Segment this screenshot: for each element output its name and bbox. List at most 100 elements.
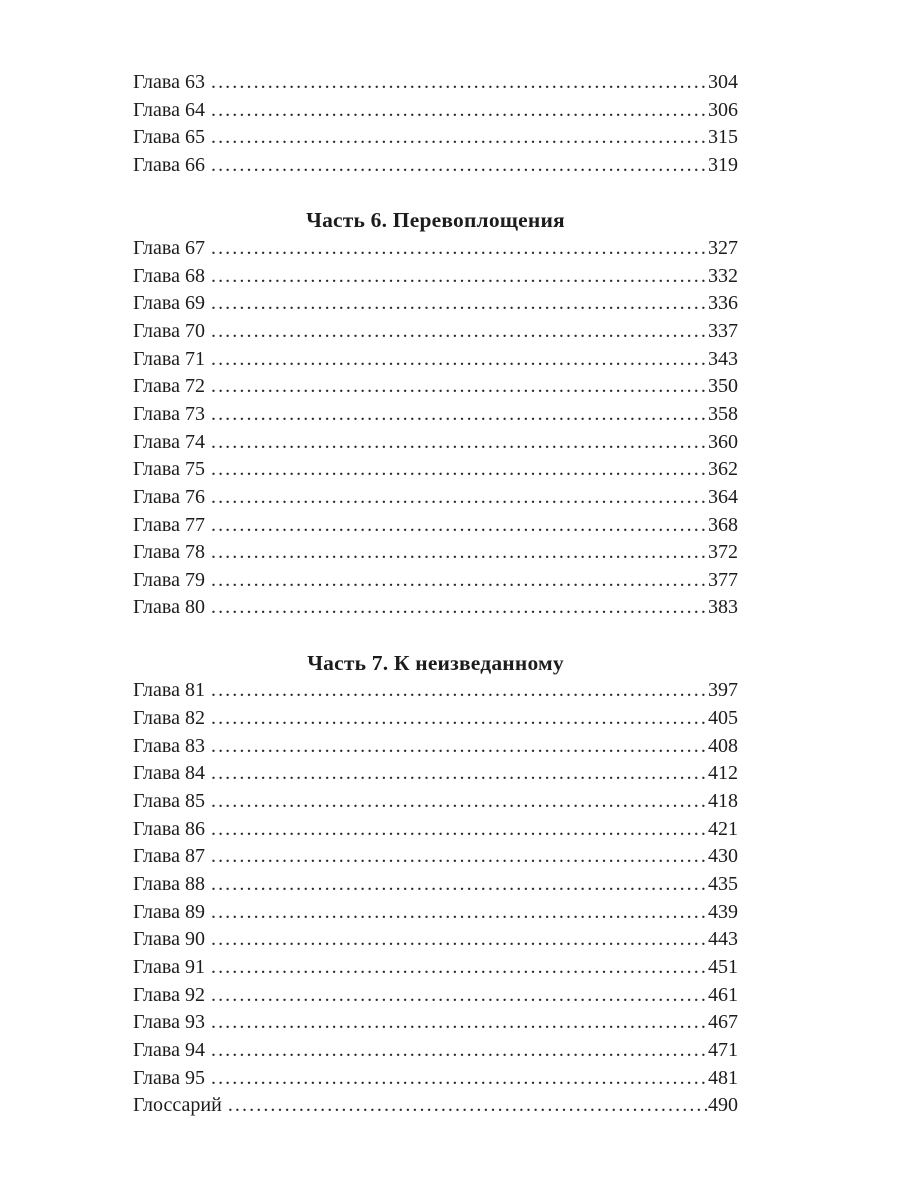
- toc-entry: Глава 77 368: [133, 512, 738, 540]
- chapter-label: Глава 65: [133, 126, 205, 149]
- chapter-label: Глава 82: [133, 707, 205, 730]
- chapter-label: Глава 91: [133, 956, 205, 978]
- dot-leader: [211, 954, 708, 982]
- dot-leader: [211, 816, 708, 844]
- page-number: 421: [708, 817, 738, 840]
- part-heading: Часть 6. Перевоплощения: [306, 208, 565, 233]
- chapter-label: Глава 74: [133, 430, 205, 453]
- toc-entry: Глава 72 350: [133, 373, 738, 401]
- page-number: 435: [708, 873, 738, 896]
- chapter-label: Глава 83: [133, 734, 205, 757]
- toc-entry: Глава 65 315: [133, 124, 738, 152]
- chapter-label: Глава 84: [133, 762, 205, 785]
- page-number: 306: [708, 98, 738, 121]
- toc-entry: Глава 70 337: [133, 318, 738, 346]
- page-number: 377: [708, 568, 738, 591]
- page-number: 467: [708, 1011, 738, 1034]
- page-number: 412: [708, 762, 738, 785]
- dot-leader: [211, 1065, 708, 1093]
- dot-leader: [211, 926, 708, 954]
- toc-entry: Глава 71 343: [133, 346, 738, 374]
- toc-entry: Глава 89 439: [133, 899, 738, 927]
- dot-leader: [211, 899, 708, 927]
- page-number: 471: [708, 1038, 738, 1061]
- toc-entry: Глава 84 412: [133, 760, 738, 788]
- page-number: 383: [708, 596, 738, 619]
- chapter-label: Глава 70: [133, 319, 205, 342]
- page-number: 461: [708, 983, 738, 1006]
- chapter-label: Глава 69: [133, 292, 205, 315]
- chapter-label: Глава 88: [133, 873, 205, 896]
- chapter-label: Глава 75: [133, 458, 205, 481]
- page-number: 360: [708, 430, 738, 453]
- chapter-label: Глава 67: [133, 236, 205, 259]
- page-number: 418: [708, 790, 738, 813]
- toc-entry: Глава 90 443: [133, 926, 738, 954]
- chapter-label: Глава 81: [133, 679, 205, 702]
- toc-entry: Глава 78 372: [133, 539, 738, 567]
- chapter-label: Глава 71: [133, 347, 205, 370]
- dot-leader: [211, 843, 708, 871]
- chapter-label: Глава 95: [133, 1066, 205, 1089]
- chapter-label: Глава 94: [133, 1038, 205, 1061]
- page-number: 319: [708, 153, 738, 176]
- chapter-label: Глава 66: [133, 153, 205, 176]
- dot-leader: [211, 124, 708, 152]
- dot-leader: [211, 263, 708, 291]
- page-number: 350: [708, 375, 738, 398]
- dot-leader: [211, 456, 708, 484]
- page-number: 490: [708, 1094, 738, 1117]
- page-number: 364: [708, 485, 738, 508]
- dot-leader: [211, 484, 708, 512]
- toc-entry: Глава 80 383: [133, 594, 738, 622]
- page-number: 408: [708, 734, 738, 757]
- toc-entry: Глава 79 377: [133, 567, 738, 595]
- toc-entry: Глава 94 471: [133, 1037, 738, 1065]
- chapter-label: Глава 89: [133, 900, 205, 923]
- page-number: 397: [708, 679, 738, 702]
- toc-entry: Глава 75 362: [133, 456, 738, 484]
- toc-entry: Глава 81 397: [133, 677, 738, 705]
- page-number: 315: [708, 126, 738, 149]
- page-number: 439: [708, 900, 738, 923]
- chapter-label: Глава 86: [133, 817, 205, 840]
- dot-leader: [228, 1092, 708, 1120]
- toc-entry: Глава 64 306: [133, 97, 738, 125]
- chapter-label: Глава 72: [133, 375, 205, 398]
- dot-leader: [211, 788, 708, 816]
- page-number: 362: [708, 458, 738, 481]
- toc-entry: Глава 93 467: [133, 1009, 738, 1037]
- chapter-label: Глава 78: [133, 541, 205, 564]
- page-number: 337: [708, 319, 738, 342]
- dot-leader: [211, 760, 708, 788]
- page-number: 372: [708, 541, 738, 564]
- dot-leader: [211, 69, 708, 97]
- dot-leader: [211, 594, 708, 622]
- page-number: 304: [708, 71, 738, 93]
- toc-entry: Глава 73 358: [133, 401, 738, 429]
- toc-entry: Глава 87 430: [133, 843, 738, 871]
- page-number: 336: [708, 292, 738, 315]
- chapter-label: Глава 79: [133, 568, 205, 591]
- dot-leader: [211, 982, 708, 1010]
- chapter-label: Глава 80: [133, 596, 205, 619]
- dot-leader: [211, 429, 708, 457]
- dot-leader: [211, 97, 708, 125]
- toc-entry: Глава 74 360: [133, 429, 738, 457]
- chapter-label: Глава 68: [133, 264, 205, 287]
- page-number: 327: [708, 236, 738, 259]
- chapter-label: Глава 63: [133, 71, 205, 93]
- toc-entry: Глава 88 435: [133, 871, 738, 899]
- dot-leader: [211, 871, 708, 899]
- dot-leader: [211, 1037, 708, 1065]
- chapter-label: Глава 85: [133, 790, 205, 813]
- dot-leader: [211, 567, 708, 595]
- dot-leader: [211, 346, 708, 374]
- dot-leader: [211, 401, 708, 429]
- dot-leader: [211, 373, 708, 401]
- dot-leader: [211, 318, 708, 346]
- page-number: 332: [708, 264, 738, 287]
- dot-leader: [211, 152, 708, 180]
- chapter-label: Глоссарий: [133, 1094, 222, 1117]
